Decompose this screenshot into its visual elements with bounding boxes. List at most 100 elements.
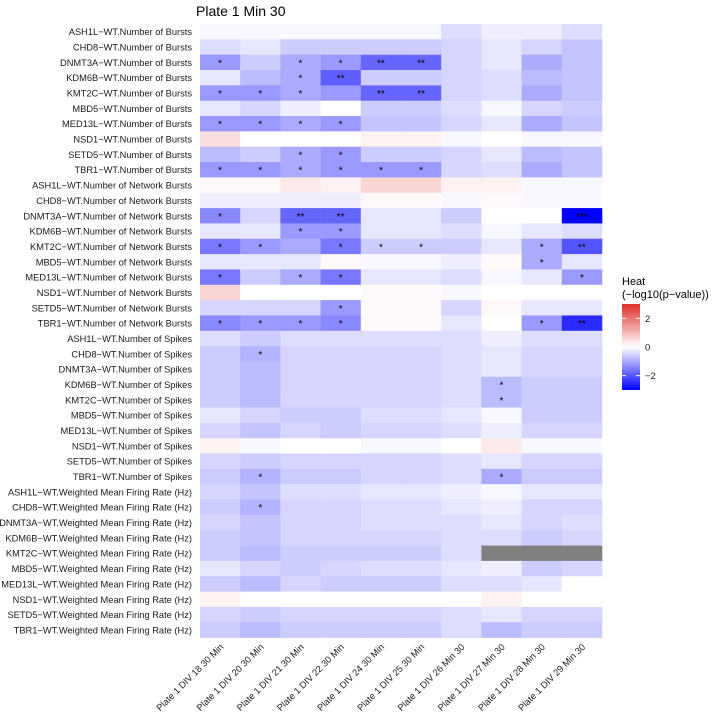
heatmap-cell xyxy=(401,560,442,577)
heatmap-cell xyxy=(280,606,321,623)
row-label: DNMT3A−WT.Number of Bursts xyxy=(60,58,192,68)
significance-mark: * xyxy=(339,166,343,177)
heatmap-cell xyxy=(200,177,241,194)
significance-mark: * xyxy=(218,319,222,330)
significance-mark: * xyxy=(258,166,262,177)
significance-mark: * xyxy=(218,273,222,284)
heatmap-cell xyxy=(561,422,603,439)
heatmap-cell xyxy=(561,100,603,117)
heatmap-cell xyxy=(481,468,522,485)
heatmap-cell xyxy=(320,39,362,55)
legend-tick-label: 0 xyxy=(645,343,650,354)
heatmap-cell xyxy=(521,131,563,148)
heatmap-cell xyxy=(360,192,402,209)
heatmap-cell xyxy=(240,177,281,194)
significance-mark: ** xyxy=(578,319,586,330)
heatmap-cell xyxy=(481,622,522,638)
heatmap-cell xyxy=(401,361,442,378)
heatmap-cell xyxy=(561,468,603,485)
heatmap-cell xyxy=(521,330,563,347)
heatmap-cell xyxy=(280,591,321,608)
heatmap-cell xyxy=(360,530,402,546)
heatmap-cell xyxy=(200,376,241,393)
heatmap-cell xyxy=(320,361,362,378)
heatmap-cell xyxy=(360,484,402,500)
heatmap-cell xyxy=(200,85,241,101)
heatmap-cell xyxy=(360,177,402,194)
significance-mark: ** xyxy=(377,89,385,100)
heatmap-cell xyxy=(521,284,563,301)
heatmap-cell xyxy=(360,116,402,132)
heatmap-cell xyxy=(280,284,321,301)
heatmap-cell xyxy=(561,300,603,316)
heatmap-cell xyxy=(561,192,603,209)
heatmap-cell xyxy=(481,453,522,470)
heatmap-cell xyxy=(320,284,362,301)
significance-mark: ** xyxy=(337,212,345,223)
significance-mark: * xyxy=(339,120,343,131)
heatmap-cell xyxy=(280,422,321,439)
heatmap-cell xyxy=(481,100,522,117)
row-label: TBR1−WT.Number of Spikes xyxy=(73,472,192,482)
heatmap-cell xyxy=(320,330,362,347)
row-label: TBR1−WT.Number of Network Bursts xyxy=(38,319,193,329)
heatmap-cell xyxy=(561,85,603,101)
heatmap-cell xyxy=(561,315,603,332)
significance-mark: * xyxy=(299,89,303,100)
heatmap-cell xyxy=(561,54,603,71)
legend-tick-label: −2 xyxy=(645,371,656,382)
heatmap-cell xyxy=(360,591,402,608)
heatmap-cell xyxy=(561,162,603,178)
heatmap-cell xyxy=(561,39,603,55)
heatmap-cell xyxy=(561,223,603,240)
heatmap-cell xyxy=(240,238,281,255)
heatmap-cell xyxy=(401,192,442,209)
heatmap-cell xyxy=(521,438,563,454)
heatmap-cell xyxy=(240,330,281,347)
heatmap-cell xyxy=(401,177,442,194)
heatmap-cell xyxy=(561,499,603,516)
heatmap-cell xyxy=(200,146,241,163)
column-label: Plate 1 DIV 29 Min 30 xyxy=(516,642,587,713)
heatmap-cell xyxy=(521,192,563,209)
heatmap-cell xyxy=(441,177,482,194)
column-label: Plate 1 DIV 28 Min 30 xyxy=(476,642,547,713)
heatmap-cell xyxy=(521,514,563,531)
heatmap-cell xyxy=(481,346,522,362)
heatmap-cell xyxy=(360,300,402,316)
heatmap-cell xyxy=(441,606,482,623)
heatmap-cell xyxy=(441,39,482,55)
heatmap-cell xyxy=(320,499,362,516)
significance-mark: * xyxy=(419,166,423,177)
heatmap-cell xyxy=(441,468,482,485)
heatmap-cell xyxy=(521,576,563,592)
heatmap-cell xyxy=(280,54,321,71)
heatmap-cell xyxy=(561,70,603,86)
heatmap-cell xyxy=(320,545,362,562)
significance-mark: * xyxy=(540,242,544,253)
heatmap-cell xyxy=(441,346,482,362)
heatmap-cell xyxy=(280,330,321,347)
column-label: Plate 1 DIV 24 30 Min xyxy=(315,642,386,713)
heatmap-cell xyxy=(401,499,442,516)
heatmap-cell xyxy=(521,24,563,40)
significance-mark: ** xyxy=(297,212,305,223)
legend-tick-label: 2 xyxy=(645,314,650,325)
heatmap-cell xyxy=(280,254,321,270)
heatmap-cell xyxy=(481,407,522,424)
heatmap-cell xyxy=(320,146,362,163)
significance-mark: * xyxy=(339,150,343,161)
heatmap-cell xyxy=(521,484,563,500)
row-label: MED13L−WT.Number of Network Bursts xyxy=(25,273,192,283)
row-label: TBR1−WT.Number of Bursts xyxy=(74,165,192,175)
significance-mark: * xyxy=(540,258,544,269)
heatmap-cell xyxy=(360,422,402,439)
heatmap-cell xyxy=(320,100,362,117)
heatmap-cell xyxy=(240,468,281,485)
row-label: NSD1−WT.Number of Spikes xyxy=(72,441,192,451)
heatmap-cell xyxy=(441,192,482,209)
heatmap-cell xyxy=(521,346,563,362)
heatmap-cell xyxy=(441,407,482,424)
row-label: KMT2C−WT.Number of Bursts xyxy=(67,89,193,99)
